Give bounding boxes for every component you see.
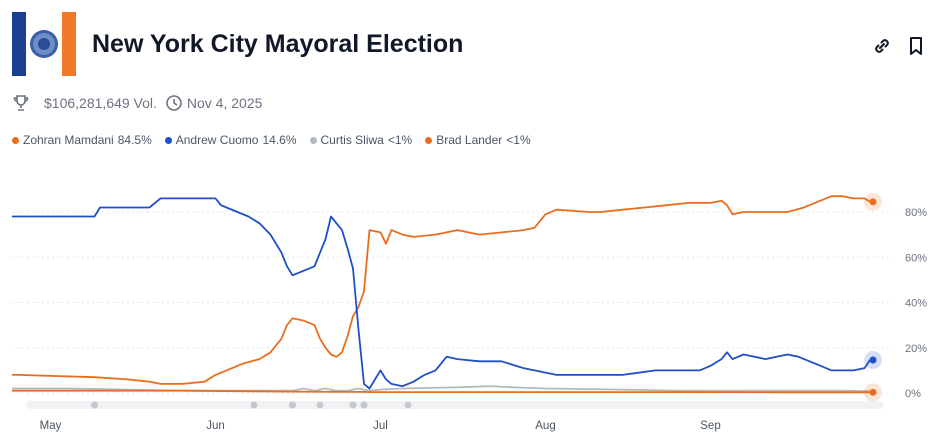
timeline-event-marker[interactable]: [91, 401, 98, 409]
series-end-dot: [869, 356, 877, 364]
volume-text: $106,281,649 Vol.: [44, 95, 157, 111]
trophy-icon: [13, 95, 29, 111]
legend-item-lander[interactable]: Brad Lander <1%: [425, 133, 531, 147]
series-line: [12, 197, 871, 390]
chart-legend: Zohran Mamdani 84.5% Andrew Cuomo 14.6% …: [12, 133, 544, 147]
bookmark-icon[interactable]: [904, 34, 928, 58]
price-history-chart[interactable]: 0% 20% 40% 60% 80% May Jun Jul Aug Sep: [0, 160, 939, 439]
legend-value: <1%: [387, 133, 413, 147]
timeline-event-marker[interactable]: [316, 401, 324, 409]
series-line: [12, 389, 870, 394]
series-end-dot: [869, 198, 877, 206]
market-meta: $106,281,649 Vol. Nov 4, 2025: [12, 92, 262, 114]
legend-value: 14.6%: [262, 133, 297, 147]
legend-name: Zohran Mamdani: [23, 133, 114, 147]
x-tick-label: Aug: [535, 420, 555, 432]
series-line: [12, 195, 871, 385]
timeline-event-marker[interactable]: [289, 401, 296, 409]
series-end-dot: [869, 388, 877, 396]
legend-value: <1%: [506, 133, 531, 147]
legend-value: 84.5%: [117, 133, 152, 147]
timeline-event-marker[interactable]: [360, 401, 368, 409]
legend-dot: [164, 136, 172, 144]
x-tick-label: Jul: [373, 420, 388, 432]
link-icon[interactable]: [870, 34, 894, 58]
y-tick-label: 60%: [905, 252, 927, 264]
y-tick-label: 20%: [905, 343, 927, 355]
legend-item-sliwa[interactable]: Curtis Sliwa <1%: [309, 133, 413, 147]
legend-dot: [425, 136, 433, 144]
legend-dot: [309, 136, 317, 144]
x-tick-label: May: [40, 420, 62, 432]
x-tick-label: Sep: [700, 420, 720, 432]
x-tick-label: Jun: [206, 420, 225, 432]
timeline-event-marker[interactable]: [404, 401, 412, 409]
legend-dot: [12, 136, 19, 144]
timeline-event-marker[interactable]: [250, 401, 258, 409]
nyc-flag-logo: [12, 12, 76, 76]
market-header: New York City Mayoral Election: [12, 12, 927, 78]
legend-name: Curtis Sliwa: [320, 133, 384, 147]
legend-item-mamdani[interactable]: Zohran Mamdani 84.5%: [12, 133, 152, 147]
end-date-text: Nov 4, 2025: [186, 95, 263, 111]
y-tick-label: 80%: [905, 207, 927, 219]
y-tick-label: 40%: [905, 298, 927, 310]
timeline-event-marker[interactable]: [349, 401, 357, 409]
legend-name: Andrew Cuomo: [175, 133, 259, 147]
y-tick-label: 0%: [905, 388, 921, 400]
clock-icon: [166, 95, 182, 111]
legend-item-cuomo[interactable]: Andrew Cuomo 14.6%: [164, 133, 297, 147]
legend-name: Brad Lander: [436, 133, 503, 147]
page-title: New York City Mayoral Election: [92, 30, 464, 58]
